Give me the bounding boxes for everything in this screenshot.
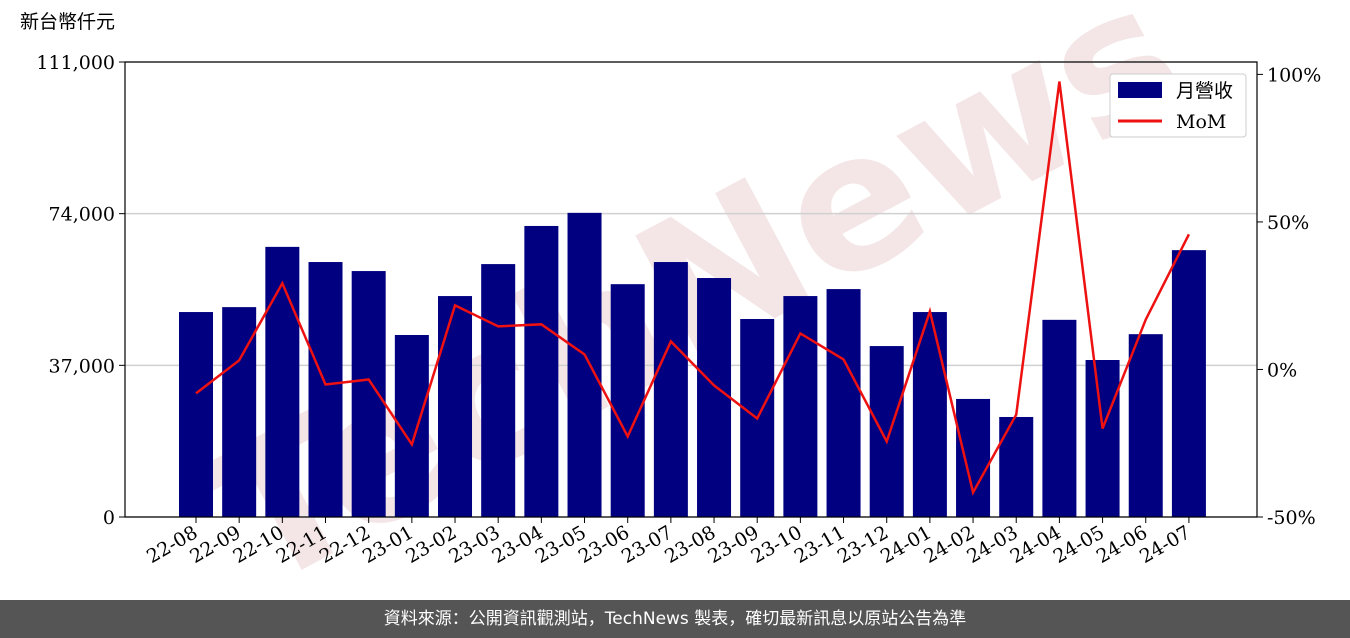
bar bbox=[438, 296, 473, 517]
legend-label: MoM bbox=[1176, 111, 1226, 133]
bar bbox=[524, 225, 559, 517]
bar bbox=[351, 271, 386, 517]
y2-tick-label: 50% bbox=[1267, 212, 1309, 234]
y-tick-label: 0 bbox=[103, 507, 115, 529]
bar bbox=[869, 346, 904, 517]
bar bbox=[826, 289, 861, 517]
y-tick-label: 37,000 bbox=[49, 355, 115, 377]
line bbox=[195, 81, 1191, 496]
legend-label: 月營收 bbox=[1176, 80, 1233, 102]
bar bbox=[481, 264, 516, 517]
footer: 資料來源：公開資訊觀測站，TechNews 製表，確切最新訊息以原站公告為準 bbox=[0, 600, 1350, 638]
bar bbox=[1171, 250, 1206, 517]
x-tick-label: 24-07 bbox=[1136, 521, 1194, 567]
y2-tick-label: 100% bbox=[1267, 64, 1321, 86]
bar bbox=[308, 262, 343, 517]
bar bbox=[1128, 334, 1163, 517]
y-tick-label: 74,000 bbox=[49, 204, 115, 226]
y2-tick-label: 0% bbox=[1267, 359, 1297, 381]
bar bbox=[179, 312, 213, 517]
bar bbox=[265, 246, 300, 517]
y-tick-label: 111,000 bbox=[36, 52, 115, 74]
bar bbox=[956, 398, 991, 517]
y-axis-label: 新台幣仟元 bbox=[20, 11, 115, 33]
plot-frame bbox=[124, 61, 1258, 518]
bar bbox=[912, 312, 947, 517]
bar bbox=[697, 278, 732, 517]
legend-swatch bbox=[1118, 82, 1162, 98]
bar bbox=[783, 296, 818, 517]
bar bbox=[653, 262, 688, 517]
chart: 新台幣仟元 TechNews 037,00074,000111,000-50%0… bbox=[20, 0, 1321, 632]
y2-tick-label: -50% bbox=[1267, 507, 1316, 529]
bar bbox=[999, 416, 1034, 517]
bar bbox=[567, 212, 602, 517]
bar bbox=[1085, 360, 1120, 517]
bar bbox=[1042, 319, 1077, 517]
bar bbox=[610, 284, 645, 517]
